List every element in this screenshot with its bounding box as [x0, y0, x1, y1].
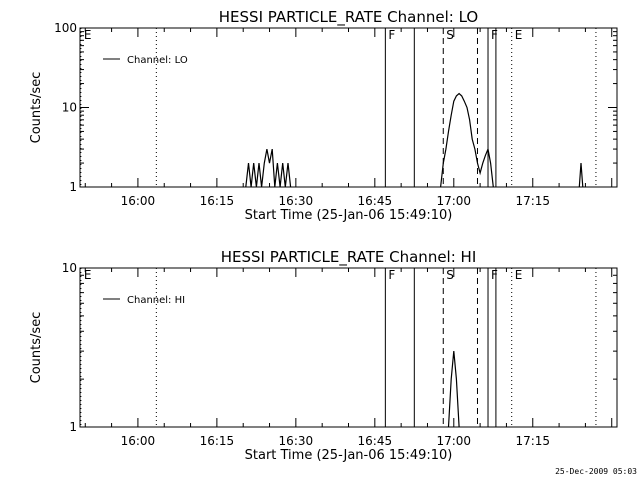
panel-2-series-line [447, 351, 460, 428]
panel-2-marker-label: F [491, 268, 498, 282]
panel-2-title: HESSI PARTICLE_RATE Channel: HI [221, 248, 477, 267]
panel-2-y-label: Counts/sec [29, 312, 44, 384]
panel-1-title: HESSI PARTICLE_RATE Channel: LO [219, 8, 478, 27]
panel-1-marker-label: E [515, 28, 523, 42]
panel-1-y-label: Counts/sec [29, 72, 44, 144]
panel-1: HESSI PARTICLE_RATE Channel: LO Start Tim… [29, 8, 618, 223]
panel-1-x-tick-label: 16:30 [279, 194, 314, 208]
panel-2-x-tick-label: 16:45 [358, 434, 393, 448]
timestamp: 25-Dec-2009 05:03 [555, 467, 637, 476]
panel-2-x-tick-label: 16:15 [200, 434, 235, 448]
panel-1-x-tick-label: 17:15 [515, 194, 550, 208]
panel-2: HESSI PARTICLE_RATE Channel: HI Start Tim… [29, 248, 618, 463]
panel-2-frame [79, 267, 618, 428]
panel-2-x-tick-label: 16:30 [279, 434, 314, 448]
panel-2-marker-label: E [515, 268, 523, 282]
panel-1-x-tick-label: 17:00 [436, 194, 471, 208]
panel-1-series-line [245, 92, 584, 188]
panel-1-x-label: Start Time (25-Jan-06 15:49:10) [245, 208, 453, 223]
panel-2-x-tick-label: 17:15 [515, 434, 550, 448]
panel-1-y-tick-label: 10 [62, 101, 77, 115]
panel-2-marker-label: S [446, 268, 454, 282]
panel-1-x-tick-label: 16:15 [200, 194, 235, 208]
panel-2-marker-label: F [388, 268, 395, 282]
panel-1-frame [79, 27, 618, 188]
panel-1-marker-label: E [84, 28, 92, 42]
panel-2-x-tick-label: 17:00 [436, 434, 471, 448]
panel-1-marker-label: F [491, 28, 498, 42]
panel-1-marker-label: F [388, 28, 395, 42]
panel-2-marker-label: E [84, 268, 92, 282]
panel-2-y-tick-label: 10 [62, 261, 77, 275]
panel-1-x-tick-label: 16:45 [358, 194, 393, 208]
panel-1-marker-label: S [446, 28, 454, 42]
panel-2-x-label: Start Time (25-Jan-06 15:49:10) [245, 448, 453, 463]
panel-1-x-tick-label: 16:00 [121, 194, 156, 208]
panel-1-legend-label: Channel: LO [127, 55, 188, 66]
panel-1-y-tick-label: 1 [69, 180, 77, 194]
panel-2-legend-label: Channel: HI [127, 295, 185, 306]
panel-1-y-tick-label: 100 [54, 21, 77, 35]
panel-2-y-tick-label: 1 [69, 420, 77, 434]
panel-2-x-tick-label: 16:00 [121, 434, 156, 448]
